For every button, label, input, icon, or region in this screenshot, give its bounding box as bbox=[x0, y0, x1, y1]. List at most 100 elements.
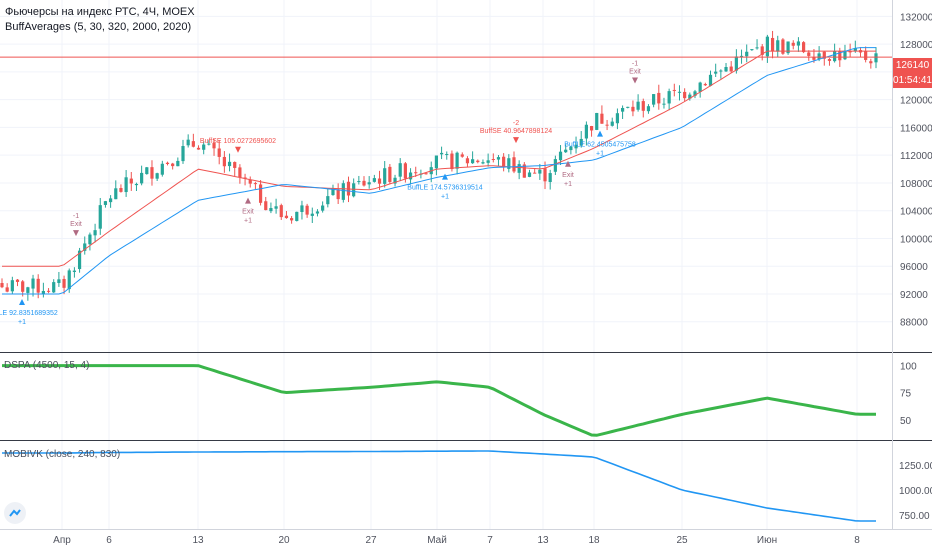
tradingview-logo[interactable] bbox=[4, 502, 26, 524]
candle-body bbox=[533, 172, 537, 174]
candle-body bbox=[631, 106, 635, 112]
candle-body bbox=[833, 51, 837, 62]
candle-body bbox=[476, 160, 480, 163]
candle-body bbox=[186, 139, 190, 146]
candle-body bbox=[160, 163, 164, 175]
candle-body bbox=[93, 230, 97, 236]
candle-body bbox=[233, 162, 237, 168]
candle-body bbox=[119, 188, 123, 192]
candle-body bbox=[439, 152, 444, 155]
price-axis[interactable]: 1320001280001240001200001160001120001080… bbox=[900, 12, 932, 328]
price-tick-label: 96000 bbox=[900, 262, 928, 273]
candle-body bbox=[807, 52, 811, 56]
time-tick-label: 18 bbox=[588, 535, 600, 546]
candle-body bbox=[843, 50, 847, 60]
time-tick-label: 7 bbox=[487, 535, 493, 546]
candle-body bbox=[295, 211, 299, 221]
dspa-tick-label: 100 bbox=[900, 362, 917, 373]
candle-body bbox=[553, 159, 557, 172]
candle-body bbox=[284, 215, 289, 219]
candle-body bbox=[864, 51, 868, 60]
candle-body bbox=[667, 91, 671, 104]
candle-body bbox=[724, 67, 728, 72]
candle-body bbox=[527, 172, 532, 177]
candle-body bbox=[564, 149, 568, 153]
candle-body bbox=[703, 84, 707, 86]
indicator-legend[interactable]: BuffAverages (5, 30, 320, 2000, 2020) bbox=[5, 21, 192, 33]
time-axis[interactable]: Апр 6 13 20 27 Май 7 13 18 25 Июн 8 bbox=[53, 535, 860, 546]
candle-body bbox=[455, 152, 459, 169]
candle-body bbox=[693, 91, 697, 96]
dspa-title[interactable]: DSPA (4500, 15, 4) bbox=[4, 360, 90, 371]
candle-body bbox=[677, 91, 682, 93]
price-tick-label: 92000 bbox=[900, 290, 928, 301]
long-arrow-icon bbox=[597, 130, 603, 137]
signal-label: Exit bbox=[562, 172, 574, 179]
candle-body bbox=[238, 167, 242, 178]
candle-body bbox=[388, 166, 392, 182]
candle-body bbox=[321, 205, 325, 211]
candle-body bbox=[491, 158, 495, 160]
candle-body bbox=[36, 278, 40, 293]
candle-body bbox=[62, 278, 66, 288]
candle-body bbox=[414, 172, 418, 174]
candle-body bbox=[10, 280, 14, 292]
time-tick-label: 13 bbox=[192, 535, 204, 546]
candle-body bbox=[688, 94, 692, 99]
candle-body bbox=[646, 106, 651, 112]
price-tick-label: 120000 bbox=[900, 96, 932, 107]
grid bbox=[0, 0, 892, 529]
candle-body bbox=[264, 201, 268, 211]
candle-body bbox=[67, 270, 71, 290]
signal-label: Exit bbox=[70, 221, 82, 228]
candle-body bbox=[801, 42, 806, 53]
exit-arrow-icon bbox=[73, 230, 79, 237]
candle-body bbox=[46, 290, 51, 292]
candle-body bbox=[600, 113, 604, 124]
signal-label: BuffSE 105.0272695602 bbox=[200, 138, 276, 145]
candle-body bbox=[202, 144, 206, 150]
candle-body bbox=[817, 53, 821, 60]
time-tick-label: 8 bbox=[854, 535, 860, 546]
candle-body bbox=[652, 94, 656, 105]
candles bbox=[0, 30, 878, 301]
candle-body bbox=[548, 173, 552, 183]
candle-body bbox=[248, 179, 252, 184]
candle-body bbox=[781, 39, 785, 54]
candle-body bbox=[41, 290, 45, 294]
candle-body bbox=[481, 162, 485, 164]
exit-arrow-icon bbox=[245, 197, 251, 204]
candle-body bbox=[848, 51, 852, 53]
slow-moving-average-line bbox=[2, 47, 876, 295]
candle-body bbox=[507, 158, 511, 169]
candle-body bbox=[765, 36, 769, 57]
candle-body bbox=[336, 189, 340, 200]
candle-body bbox=[434, 155, 439, 169]
long-arrow-icon bbox=[19, 299, 25, 306]
mobivk-title[interactable]: MOBIVK (close, 240, 830) bbox=[4, 449, 121, 460]
candle-body bbox=[512, 157, 516, 172]
dspa-tick-label: 50 bbox=[900, 416, 912, 427]
candle-body bbox=[558, 151, 563, 161]
candle-body bbox=[574, 144, 578, 149]
candle-body bbox=[398, 163, 402, 177]
candle-body bbox=[502, 156, 506, 168]
candle-body bbox=[52, 282, 56, 293]
candle-body bbox=[393, 177, 397, 184]
candle-body bbox=[98, 205, 102, 229]
signal-count: +1 bbox=[18, 319, 26, 326]
candle-body bbox=[605, 124, 609, 126]
signal-count: +1 bbox=[441, 194, 449, 201]
candle-body bbox=[103, 201, 108, 205]
candle-body bbox=[227, 161, 232, 167]
candle-body bbox=[620, 107, 625, 112]
candle-body bbox=[196, 147, 201, 150]
mobivk-tick-label: 1000.00 bbox=[899, 486, 932, 497]
candle-body bbox=[300, 205, 304, 212]
candle-body bbox=[522, 164, 526, 178]
last-price-badge: 126140 bbox=[893, 58, 932, 73]
candle-body bbox=[662, 103, 666, 105]
candle-body bbox=[641, 101, 645, 111]
candle-body bbox=[698, 82, 702, 92]
